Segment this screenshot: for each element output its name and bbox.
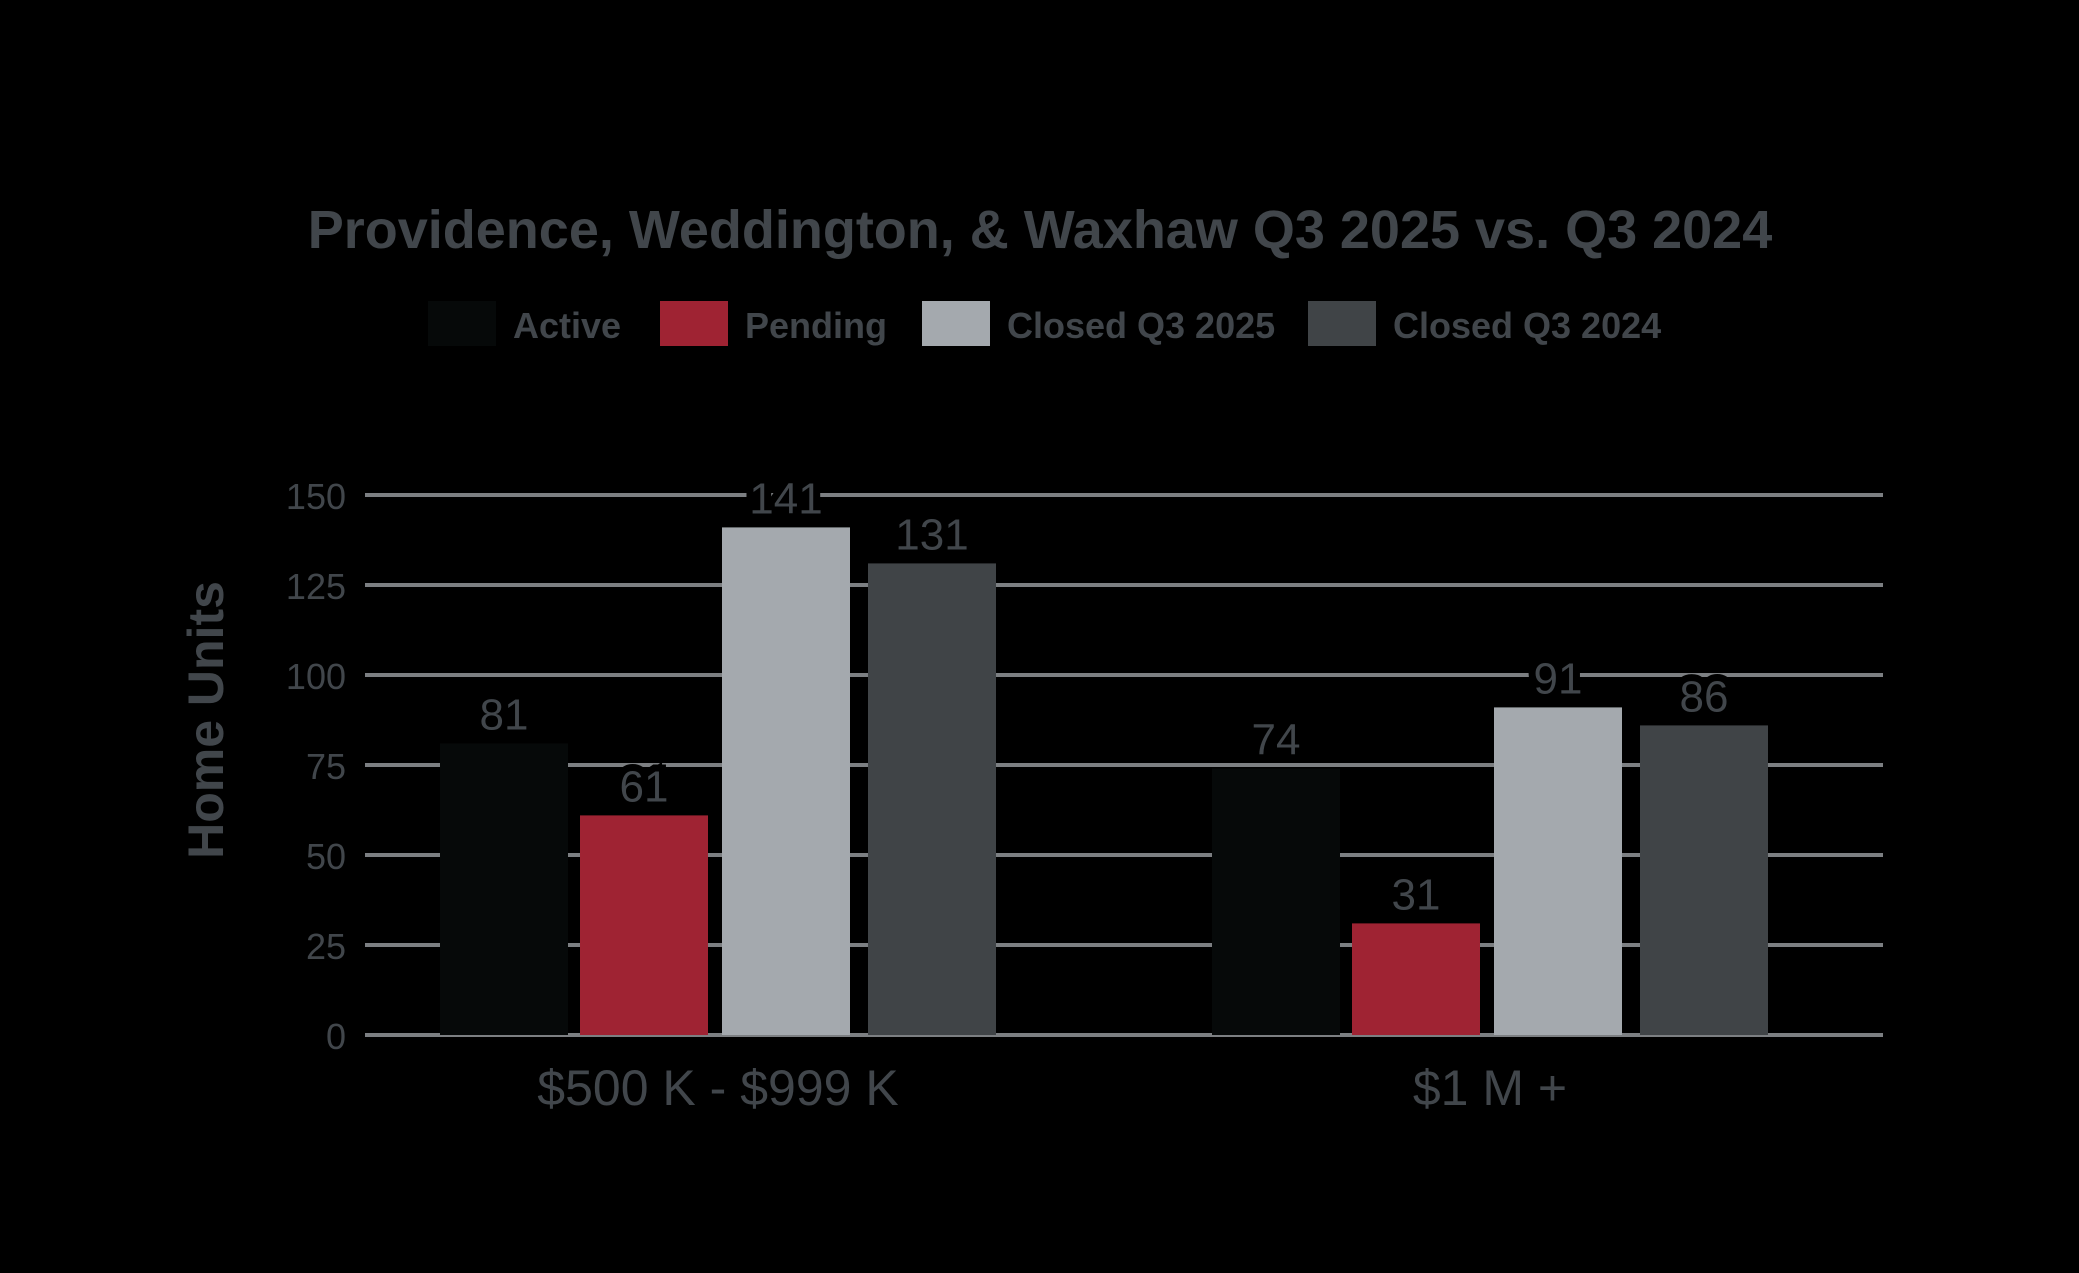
data-labels: 81 61 141 131 74 31 91 86 bbox=[473, 467, 1736, 926]
legend-swatch bbox=[922, 301, 990, 346]
y-axis-label: Home Units bbox=[178, 581, 234, 859]
y-tick-label: 25 bbox=[306, 926, 346, 967]
legend-label: Closed Q3 2024 bbox=[1393, 305, 1661, 346]
y-tick-label: 50 bbox=[306, 836, 346, 877]
data-label: 86 bbox=[1680, 672, 1729, 721]
y-tick-label: 75 bbox=[306, 746, 346, 787]
y-tick-label: 125 bbox=[286, 566, 346, 607]
y-tick-label: 100 bbox=[286, 656, 346, 697]
bar bbox=[722, 527, 850, 1035]
legend: Active Pending Closed Q3 2025 Closed Q3 202… bbox=[428, 301, 1661, 346]
data-label: 74 bbox=[1252, 716, 1301, 765]
bars bbox=[440, 527, 1768, 1035]
data-label: 131 bbox=[895, 510, 968, 559]
x-tick-label: $500 K - $999 K bbox=[537, 1060, 898, 1116]
bar bbox=[1494, 707, 1622, 1035]
bar bbox=[440, 743, 568, 1035]
legend-label: Closed Q3 2025 bbox=[1007, 305, 1275, 346]
y-axis-ticks: 0 25 50 75 100 125 150 bbox=[286, 476, 346, 1057]
data-label: 91 bbox=[1534, 654, 1583, 703]
x-tick-label: $1 M + bbox=[1413, 1060, 1567, 1116]
legend-label: Pending bbox=[745, 305, 887, 346]
data-label: 81 bbox=[480, 690, 529, 739]
legend-swatch bbox=[428, 301, 496, 346]
y-tick-label: 0 bbox=[326, 1016, 346, 1057]
bar bbox=[868, 563, 996, 1035]
bar bbox=[580, 815, 708, 1035]
legend-label: Active bbox=[513, 305, 621, 346]
bar bbox=[1640, 725, 1768, 1035]
data-label: 141 bbox=[749, 474, 822, 523]
chart-title: Providence, Weddington, & Waxhaw Q3 2025… bbox=[308, 200, 1773, 260]
data-label: 61 bbox=[620, 762, 669, 811]
bar bbox=[1212, 768, 1340, 1035]
bar bbox=[1352, 923, 1480, 1035]
legend-swatch bbox=[1308, 301, 1376, 346]
x-axis-ticks: $500 K - $999 K $1 M + bbox=[537, 1060, 1567, 1116]
legend-swatch bbox=[660, 301, 728, 346]
data-label: 31 bbox=[1392, 870, 1441, 919]
y-tick-label: 150 bbox=[286, 476, 346, 517]
